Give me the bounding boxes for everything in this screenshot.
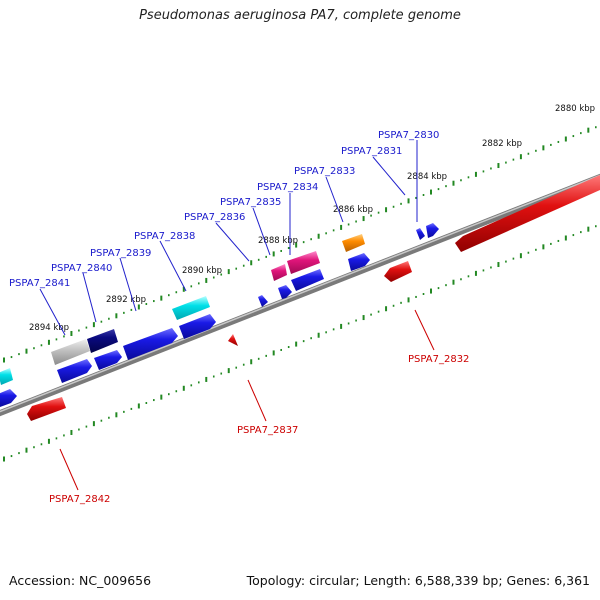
label-pspa7-2836[interactable]: PSPA7_2836 [184, 212, 245, 223]
kbp-label-2890: 2890 kbp [182, 266, 222, 276]
label-pspa7-2834[interactable]: PSPA7_2834 [257, 182, 318, 193]
kbp-tick-row-inner [3, 225, 597, 462]
gene-pspa7-2841[interactable] [51, 339, 92, 383]
leader-pspa7-2837 [247, 379, 267, 422]
leader-pspa7-2840 [82, 272, 97, 323]
kbp-label-2892: 2892 kbp [106, 295, 146, 305]
genome-summary-text: Topology: circular; Length: 6,588,339 bp… [246, 573, 590, 588]
gene-pspa7-2837[interactable] [228, 334, 238, 346]
accession-text: Accession: NC_009656 [9, 573, 152, 588]
genome-backbone [0, 173, 600, 417]
label-pspa7-2830[interactable]: PSPA7_2830 [378, 130, 439, 141]
label-pspa7-2832[interactable]: PSPA7_2832 [408, 354, 469, 365]
label-pspa7-2835[interactable]: PSPA7_2835 [220, 197, 281, 208]
kbp-label-2886: 2886 kbp [333, 205, 373, 215]
leader-pspa7-2841 [39, 288, 66, 336]
kbp-label-2888: 2888 kbp [258, 236, 298, 246]
leader-pspa7-2831 [372, 156, 406, 196]
label-pspa7-2831[interactable]: PSPA7_2831 [341, 146, 402, 157]
leader-pspa7-2832 [414, 309, 435, 351]
gene-pspa7-2832-large[interactable] [455, 175, 600, 252]
gene-pspa7-2838[interactable] [172, 296, 216, 339]
gene-pspa7-2833b[interactable] [348, 253, 370, 271]
label-pspa7-2839[interactable]: PSPA7_2839 [90, 248, 151, 259]
kbp-label-2880: 2880 kbp [555, 104, 595, 114]
leader-pspa7-2833 [325, 176, 344, 223]
gene-pspa7-2834[interactable] [271, 251, 320, 281]
kbp-label-2894: 2894 kbp [29, 323, 69, 333]
label-pspa7-2838[interactable]: PSPA7_2838 [134, 231, 195, 242]
label-pspa7-2833[interactable]: PSPA7_2833 [294, 166, 355, 177]
leader-pspa7-2835 [252, 207, 271, 256]
gene-pspa7-2842[interactable] [27, 397, 66, 421]
label-pspa7-2842[interactable]: PSPA7_2842 [49, 494, 110, 505]
leader-pspa7-2838 [159, 240, 187, 292]
gene-pspa7-2840[interactable] [87, 329, 122, 370]
label-pspa7-2837[interactable]: PSPA7_2837 [237, 425, 298, 436]
kbp-tick-row-outer [3, 126, 597, 363]
gene-left-cyan[interactable] [0, 368, 17, 407]
kbp-label-2882: 2882 kbp [482, 139, 522, 149]
label-pspa7-2841[interactable]: PSPA7_2841 [9, 278, 70, 289]
gene-pspa7-2836[interactable] [258, 295, 268, 307]
gene-pspa7-2839[interactable] [123, 328, 178, 360]
genome-title: Pseudomonas aeruginosa PA7, complete gen… [139, 8, 461, 23]
label-pspa7-2840[interactable]: PSPA7_2840 [51, 263, 112, 274]
gene-pspa7-2830[interactable] [426, 223, 439, 238]
leader-pspa7-2839 [119, 257, 137, 312]
kbp-label-2884: 2884 kbp [407, 172, 447, 182]
gene-pspa7-2832[interactable] [384, 261, 412, 282]
gene-pspa7-2833[interactable] [342, 234, 365, 252]
genome-backbone-highlight [0, 174, 600, 413]
gene-pspa7-2835[interactable] [278, 269, 324, 299]
leader-pspa7-2842 [59, 448, 79, 491]
gene-pspa7-2831[interactable] [416, 228, 425, 240]
leader-pspa7-2836 [215, 222, 250, 262]
